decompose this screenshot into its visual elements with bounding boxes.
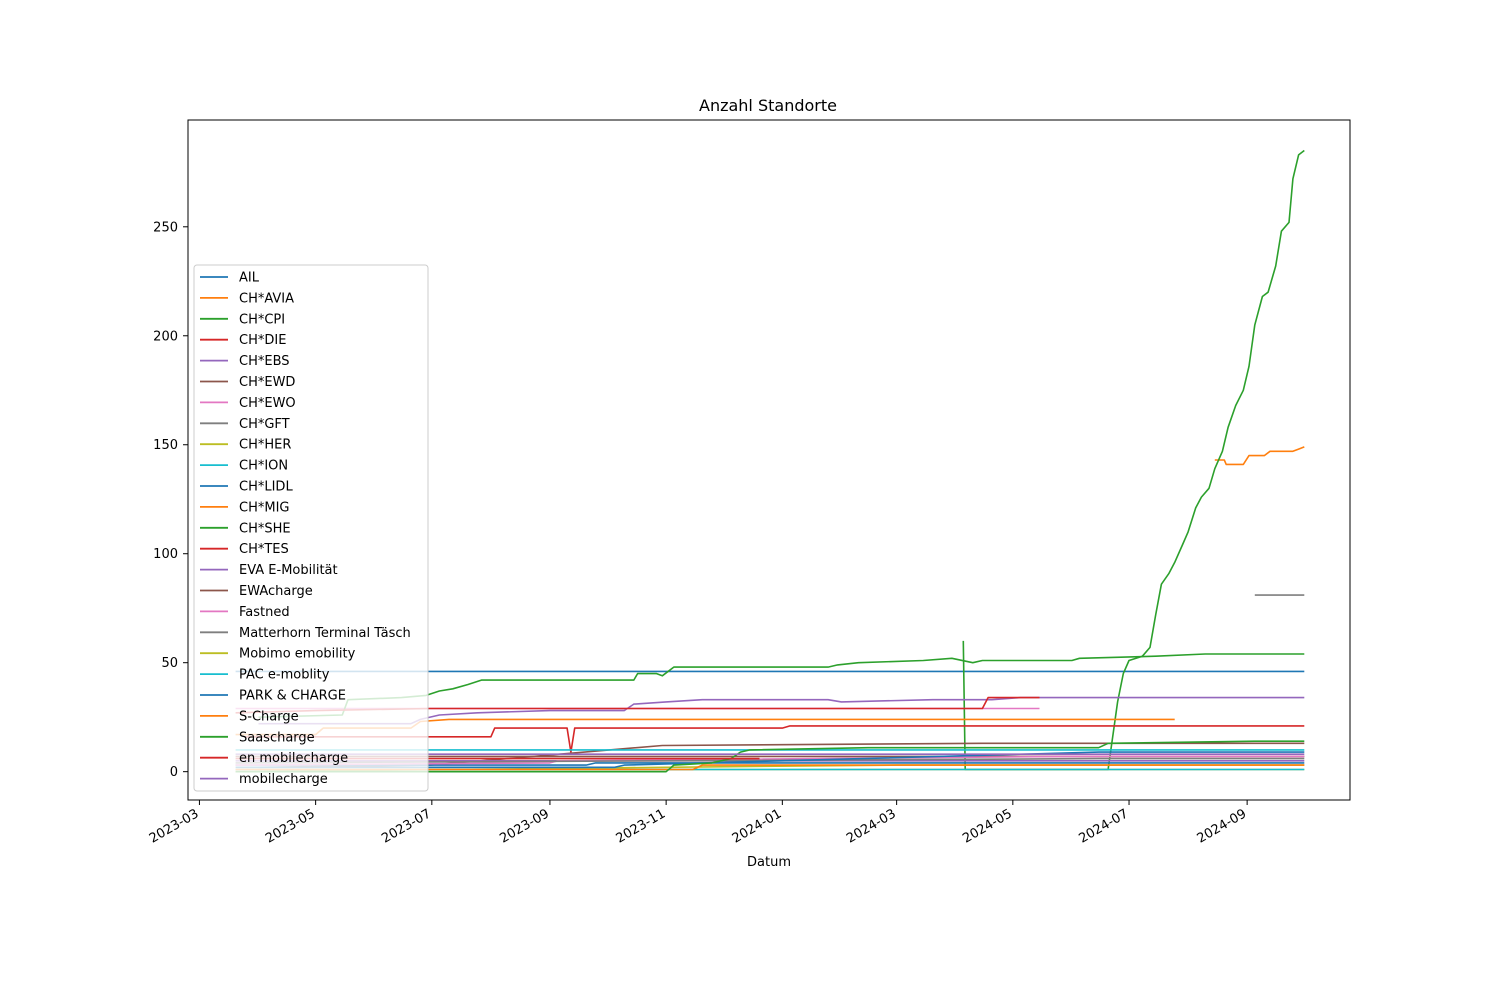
- legend-label-8: CH*HER: [239, 438, 291, 453]
- series-line-22: [235, 740, 1305, 773]
- y-tick-label-0: 0: [170, 765, 178, 780]
- legend-label-17: Matterhorn Terminal Täsch: [239, 626, 411, 641]
- x-tick-label-9: 2024-09: [1195, 806, 1250, 846]
- legend-label-22: Saascharge: [239, 730, 315, 745]
- legend-label-6: CH*EWO: [239, 396, 296, 411]
- x-tick-label-8: 2024-07: [1076, 806, 1131, 846]
- x-axis-label: Datum: [747, 855, 791, 870]
- legend-label-19: PAC e-moblity: [239, 668, 330, 683]
- legend-label-15: EWAcharge: [239, 584, 313, 599]
- x-axis: 2023-03 2023-05 2023-07 2023-09 2023-11 2024-…: [147, 800, 1249, 847]
- legend-label-4: CH*EBS: [239, 354, 290, 369]
- legend-label-3: CH*DIE: [239, 333, 286, 348]
- legend-label-16: Fastned: [239, 605, 290, 620]
- series-line-20: [235, 751, 1305, 769]
- x-tick-label-5: 2024-01: [730, 806, 785, 846]
- x-tick-label-0: 2023-03: [147, 806, 202, 846]
- legend-label-11: CH*MIG: [239, 500, 289, 515]
- legend-label-13: CH*TES: [239, 542, 289, 557]
- x-tick-label-1: 2023-05: [263, 806, 318, 846]
- legend-label-18: Mobimo emobility: [239, 647, 356, 662]
- legend-label-2: CH*CPI: [239, 312, 285, 327]
- series-line-17: [235, 757, 1305, 764]
- series-line-1: [1214, 446, 1305, 466]
- legend-label-23: en mobilecharge: [239, 751, 348, 766]
- legend-label-21: S-Charge: [239, 709, 299, 724]
- y-tick-label-3: 150: [153, 438, 178, 453]
- legend-label-7: CH*GFT: [239, 417, 290, 432]
- series-line-3: [245, 725, 1305, 753]
- x-tick-label-4: 2023-11: [614, 806, 669, 846]
- legend-label-14: EVA E-Mobilität: [239, 563, 338, 578]
- series-line-2: [962, 149, 1305, 771]
- legend: AIL CH*AVIA CH*CPI CH*DIE CH*EBS CH*EWD CH*EWO…: [193, 264, 429, 792]
- legend-label-12: CH*SHE: [239, 521, 291, 536]
- series-line-4: [258, 696, 1305, 725]
- x-tick-label-3: 2023-09: [497, 806, 552, 846]
- legend-label-9: CH*ION: [239, 459, 288, 474]
- legend-label-0: AIL: [239, 271, 260, 286]
- y-axis: 0 50 100 150 200 250: [153, 220, 188, 780]
- y-tick-label-1: 50: [161, 656, 178, 671]
- x-tick-label-2: 2023-07: [379, 806, 434, 846]
- legend-label-24: mobilecharge: [239, 772, 328, 787]
- legend-label-20: PARK & CHARGE: [239, 689, 346, 704]
- y-tick-label-5: 250: [153, 220, 178, 235]
- y-tick-label-4: 200: [153, 329, 178, 344]
- y-tick-label-2: 100: [153, 547, 178, 562]
- x-tick-label-7: 2024-05: [960, 806, 1015, 846]
- chart-title: Anzahl Standorte: [699, 96, 837, 115]
- legend-label-1: CH*AVIA: [239, 291, 294, 306]
- legend-frame: [193, 264, 429, 792]
- legend-label-10: CH*LIDL: [239, 480, 293, 495]
- plot-area-frame: [187, 119, 1351, 801]
- legend-label-5: CH*EWD: [239, 375, 295, 390]
- series-line-21: [235, 764, 1305, 771]
- x-tick-label-6: 2024-03: [844, 806, 899, 846]
